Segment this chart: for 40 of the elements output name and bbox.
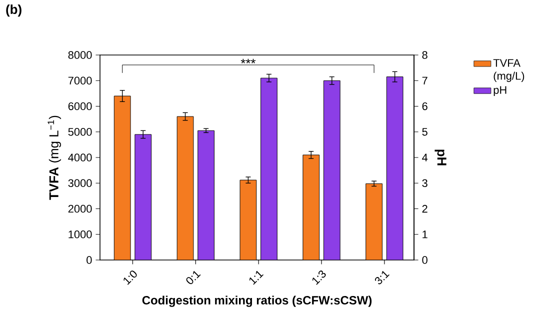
bar [366, 183, 382, 260]
y-tick-label: 0 [86, 256, 92, 264]
y-tick-label: 4000 [68, 154, 92, 162]
bar [198, 130, 214, 260]
annotation: *** [240, 58, 256, 64]
y-tick-label: 8000 [68, 51, 92, 59]
y2-tick-label: 6 [422, 102, 428, 110]
x-tick-label: 1:1 [249, 270, 264, 285]
y-tick-label: 5000 [68, 128, 92, 136]
x-tick-label: 1:0 [124, 270, 137, 285]
y-tick-label: 3000 [68, 179, 92, 188]
y2-tick-label: 4 [422, 154, 428, 162]
y-tick-label: 6000 [68, 102, 92, 110]
x-tick-label: 1:3 [312, 270, 326, 285]
y2-tick-label: 7 [422, 76, 428, 84]
x-axis-title: Codigestion mixing ratios (sCFW:sCSW) [142, 296, 372, 307]
y2-tick-label: 1 [422, 230, 428, 238]
bar [176, 116, 194, 260]
bar [386, 76, 404, 260]
y2-tick-label: 0 [422, 256, 428, 264]
bar [260, 78, 278, 260]
bar [323, 80, 340, 260]
y2-tick-label: 2 [422, 204, 428, 213]
y-tick-label: 1000 [68, 230, 92, 238]
chart-title: (b) [6, 4, 22, 17]
bar [240, 180, 257, 260]
y-tick-label: 2000 [68, 204, 92, 213]
x-tick-label: 3:1 [374, 271, 390, 284]
legend-label: TVFA (mg/L) [493, 59, 524, 82]
y2-tick-label: 3 [422, 179, 428, 188]
bar [114, 96, 131, 260]
bar [302, 154, 320, 260]
legend-label: pH [494, 86, 506, 96]
y-tick-label: 7000 [68, 76, 92, 85]
y2-axis-title: pH [434, 150, 446, 166]
x-tick-label: 0:1 [186, 271, 201, 284]
y-axis-title: TVFA (mg L$^{−1}$) [48, 116, 62, 200]
y2-tick-label: 8 [422, 51, 428, 59]
y2-tick-label: 5 [422, 128, 428, 136]
bar [134, 134, 152, 260]
